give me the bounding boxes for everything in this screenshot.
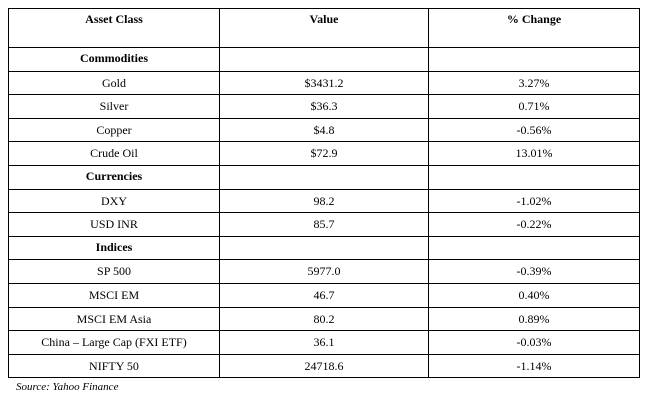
percent-change-cell: -0.03% (428, 330, 640, 355)
section-title: Indices (8, 235, 220, 261)
percent-change-cell: -0.56% (428, 117, 640, 143)
section-header-row: Commodities (8, 47, 640, 72)
asset-name-cell: DXY (8, 188, 220, 214)
value-cell: 85.7 (219, 212, 429, 237)
asset-name-cell: Crude Oil (8, 141, 220, 166)
value-cell: 80.2 (219, 306, 429, 332)
value-cell: $72.9 (219, 141, 429, 166)
table-row: USD INR 85.7 -0.22% (8, 212, 640, 237)
header-value: Value (219, 8, 429, 48)
value-cell: 24718.6 (219, 353, 429, 379)
empty-cell (219, 164, 429, 190)
empty-cell (428, 47, 640, 72)
value-cell: $36.3 (219, 94, 429, 119)
asset-performance-table: Asset Class Value % Change Commodities Go… (8, 8, 640, 379)
empty-cell (428, 235, 640, 261)
percent-change-cell: 0.40% (428, 282, 640, 308)
asset-name-cell: Copper (8, 117, 220, 143)
table-row: Crude Oil $72.9 13.01% (8, 141, 640, 166)
table-body: Commodities Gold $3431.2 3.27% Silver $36.3 0.… (8, 47, 640, 379)
asset-name-cell: Gold (8, 70, 220, 96)
value-cell: 5977.0 (219, 259, 429, 284)
percent-change-cell: -0.22% (428, 212, 640, 237)
section-header-row: Currencies (8, 164, 640, 190)
value-cell: 36.1 (219, 330, 429, 355)
section-title: Commodities (8, 47, 220, 72)
empty-cell (219, 235, 429, 261)
percent-change-cell: -1.14% (428, 353, 640, 379)
table-row: NIFTY 50 24718.6 -1.14% (8, 353, 640, 379)
asset-name-cell: MSCI EM (8, 282, 220, 308)
value-cell: $3431.2 (219, 70, 429, 96)
asset-name-cell: Silver (8, 94, 220, 119)
header-percent-change: % Change (428, 8, 640, 48)
value-cell: 98.2 (219, 188, 429, 214)
asset-name-cell: China – Large Cap (FXI ETF) (8, 330, 220, 355)
source-note: Source: Yahoo Finance (16, 381, 119, 393)
header-asset-class: Asset Class (8, 8, 220, 48)
table-row: Gold $3431.2 3.27% (8, 70, 640, 96)
header-row: Asset Class Value % Change (8, 8, 640, 48)
table-row: Silver $36.3 0.71% (8, 94, 640, 119)
asset-name-cell: NIFTY 50 (8, 353, 220, 379)
empty-cell (428, 164, 640, 190)
asset-name-cell: USD INR (8, 212, 220, 237)
section-header-row: Indices (8, 235, 640, 261)
percent-change-cell: -1.02% (428, 188, 640, 214)
percent-change-cell: 0.89% (428, 306, 640, 332)
table-row: SP 500 5977.0 -0.39% (8, 259, 640, 284)
percent-change-cell: 13.01% (428, 141, 640, 166)
empty-cell (219, 47, 429, 72)
section-title: Currencies (8, 164, 220, 190)
percent-change-cell: 3.27% (428, 70, 640, 96)
value-cell: $4.8 (219, 117, 429, 143)
table-row: MSCI EM Asia 80.2 0.89% (8, 306, 640, 332)
percent-change-cell: -0.39% (428, 259, 640, 284)
percent-change-cell: 0.71% (428, 94, 640, 119)
table-row: China – Large Cap (FXI ETF) 36.1 -0.03% (8, 330, 640, 355)
asset-name-cell: SP 500 (8, 259, 220, 284)
table-row: MSCI EM 46.7 0.40% (8, 282, 640, 308)
table-row: Copper $4.8 -0.56% (8, 117, 640, 143)
value-cell: 46.7 (219, 282, 429, 308)
table-row: DXY 98.2 -1.02% (8, 188, 640, 214)
asset-name-cell: MSCI EM Asia (8, 306, 220, 332)
